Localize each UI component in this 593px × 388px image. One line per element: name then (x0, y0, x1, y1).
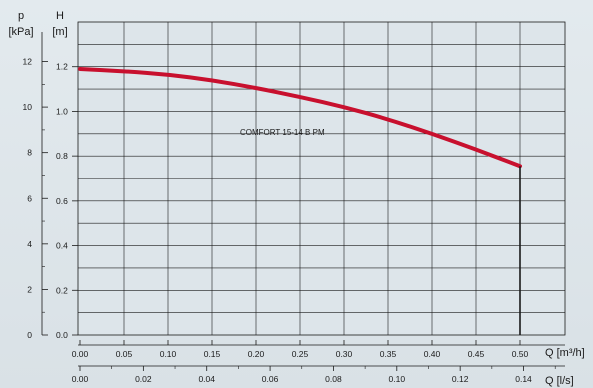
p-axis-tick-label: 0 (27, 330, 32, 340)
x-axis-secondary-label: Q [l/s] (545, 375, 574, 387)
axes (41, 32, 565, 367)
h-axis-tick-label: 0.6 (56, 196, 68, 206)
x-primary-tick-label: 0.15 (204, 349, 221, 359)
x-axis-primary-label: Q [m³/h] (545, 347, 585, 359)
p-axis-tick-label: 4 (27, 239, 32, 249)
h-axis-symbol: H (56, 10, 64, 22)
p-axis-tick-label: 12 (23, 57, 33, 67)
x-secondary-tick-label: 0.06 (262, 374, 279, 384)
h-axis-unit: [m] (52, 26, 67, 38)
p-axis-tick-label: 10 (23, 102, 33, 112)
x-primary-tick-label: 0.20 (248, 349, 265, 359)
x-secondary-tick-label: 0.00 (72, 374, 89, 384)
h-axis-tick-label: 1.2 (56, 62, 68, 72)
h-axis-tick-label: 0.2 (56, 285, 68, 295)
h-axis-tick-label: 1.0 (56, 106, 68, 116)
x-primary-tick-label: 0.25 (292, 349, 309, 359)
p-axis-tick-label: 2 (27, 284, 32, 294)
x-primary-tick-label: 0.00 (72, 349, 89, 359)
x-primary-tick-label: 0.45 (468, 349, 485, 359)
h-axis-tick-label: 0.4 (56, 241, 68, 251)
x-secondary-tick-label: 0.10 (389, 374, 406, 384)
p-axis-unit: [kPa] (8, 26, 33, 38)
x-primary-tick-label: 0.35 (380, 349, 397, 359)
x-secondary-tick-label: 0.08 (325, 374, 342, 384)
x-secondary-tick-label: 0.04 (198, 374, 215, 384)
x-primary-tick-label: 0.10 (160, 349, 177, 359)
x-primary-tick-label: 0.40 (424, 349, 441, 359)
p-axis-tick-label: 8 (27, 148, 32, 158)
ticks: 0.0 0.2 0.4 0.6 0.8 1.0 1.2 0 2 4 6 8 10 12 0.00 0.05 0.… (23, 57, 556, 384)
h-axis-tick-label: 0.8 (56, 151, 68, 161)
x-primary-tick-label: 0.05 (116, 349, 133, 359)
x-secondary-tick-label: 0.14 (515, 374, 532, 384)
x-primary-tick-label: 0.50 (512, 349, 529, 359)
x-secondary-tick-label: 0.02 (135, 374, 152, 384)
h-axis-tick-label: 0.0 (56, 330, 68, 340)
p-axis-tick-label: 6 (27, 193, 32, 203)
curve-annotation: COMFORT 15-14 B PM (240, 128, 325, 137)
series (78, 66, 522, 335)
x-secondary-tick-label: 0.12 (452, 374, 469, 384)
p-axis-symbol: p (18, 10, 24, 22)
pump-curve-line (78, 66, 522, 169)
x-primary-tick-label: 0.30 (336, 349, 353, 359)
